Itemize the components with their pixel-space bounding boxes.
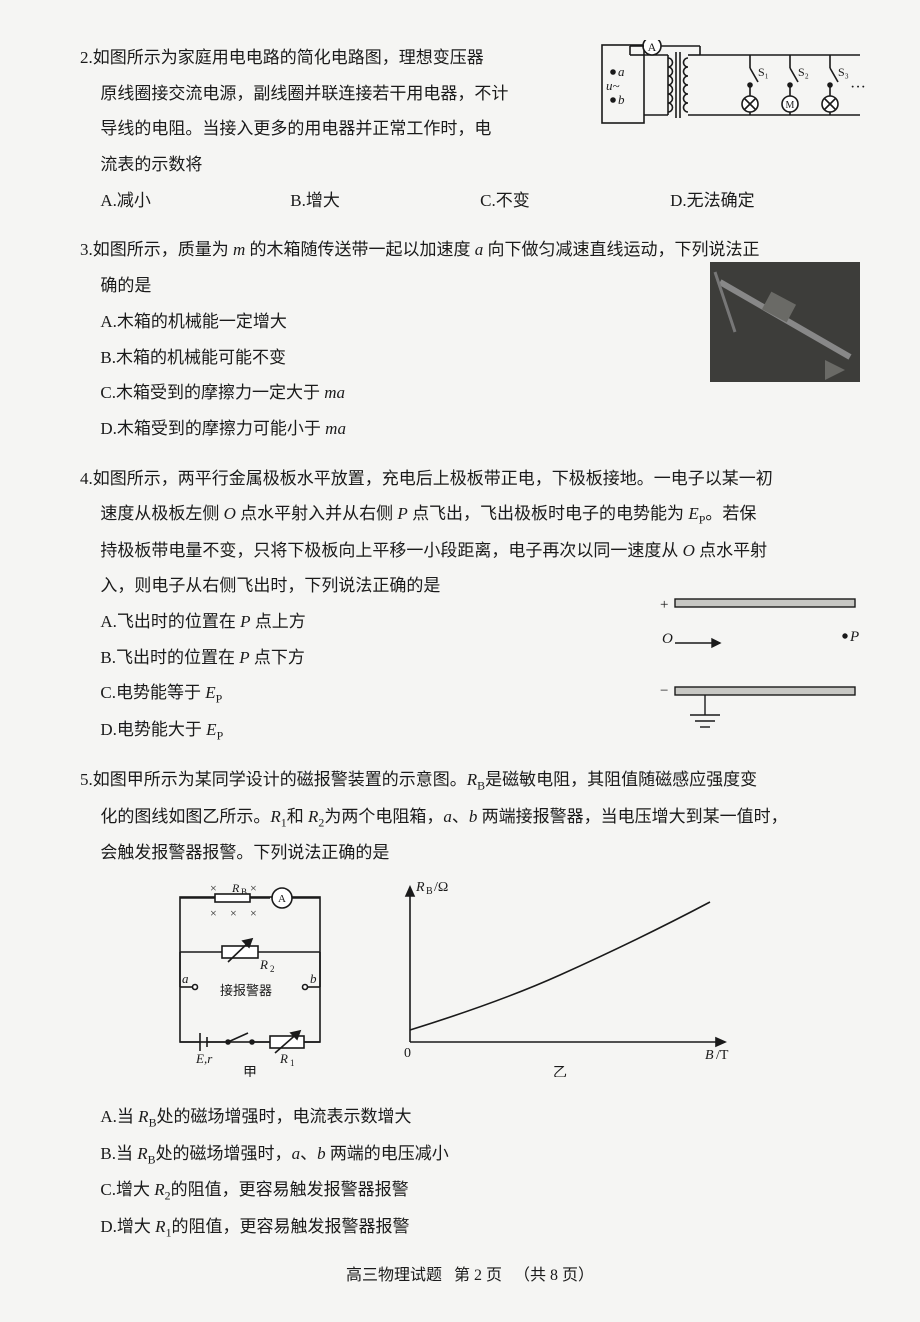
svg-text:R: R [231,881,240,895]
svg-text:R: R [415,880,425,895]
svg-text:×: × [210,881,217,895]
q5-opt-d: D.增大 R1的阻值，更容易触发报警器报警 [100,1209,860,1245]
q5-opt-a: A.当 RB处的磁场增强时，电流表示数增大 [100,1099,860,1135]
svg-text:A: A [648,40,657,54]
q2-num: 2. [80,48,93,67]
svg-text:a: a [618,64,625,79]
svg-text:b: b [310,971,317,986]
q2-circuit-figure: a u~ b A [600,40,870,135]
svg-text:M: M [786,100,795,111]
svg-text:R: R [259,957,268,972]
q4-num: 4. [80,469,93,488]
page-footer: 高三物理试题 第 2 页 （共 8 页） [80,1259,860,1293]
q3-opt-d: D.木箱受到的摩擦力可能小于 ma [100,411,860,447]
svg-text:甲: 甲 [243,1066,257,1077]
svg-text:1: 1 [290,1058,295,1068]
q4-stem: 4.如图所示，两平行金属极板水平放置，充电后上极板带正电，下极板接地。一电子以某… [80,461,860,604]
q2-opt-c: C.不变 [480,183,670,219]
svg-text:B: B [426,886,433,897]
svg-text:S₃: S₃ [838,65,849,79]
svg-text:×: × [230,906,237,920]
svg-text:S₂: S₂ [798,65,809,79]
question-2: a u~ b A [80,40,860,218]
q5-figure-yi: RB/Ω B/T 0 乙 [380,877,740,1090]
q5-figure-jia: × RB × A × × × [160,877,340,1090]
svg-text:2: 2 [270,964,275,974]
svg-text:乙: 乙 [553,1065,567,1077]
q5-opt-b: B.当 RB处的磁场增强时，a、b 两端的电压减小 [100,1136,860,1172]
svg-text:B: B [705,1048,714,1063]
svg-text:×: × [250,881,257,895]
svg-text:O: O [662,631,673,647]
svg-text:接报警器: 接报警器 [220,983,272,998]
q2-options: A.减小 B.增大 C.不变 D.无法确定 [80,183,860,219]
svg-text:/Ω: /Ω [434,880,448,895]
svg-text:×: × [250,906,257,920]
q5-num: 5. [80,770,93,789]
svg-text:R: R [279,1051,288,1066]
svg-text:a: a [182,971,189,986]
svg-text:−: − [660,683,668,699]
svg-text:×: × [210,906,217,920]
svg-text:b: b [618,92,625,107]
q2-opt-a: A.减小 [100,183,290,219]
q5-options: A.当 RB处的磁场增强时，电流表示数增大 B.当 RB处的磁场增强时，a、b … [80,1099,860,1245]
q5-opt-c: C.增大 R2的阻值，更容易触发报警器报警 [100,1172,860,1208]
q5-stem: 5.如图甲所示为某同学设计的磁报警装置的示意图。RB是磁敏电阻，其阻值随磁感应强… [80,762,860,870]
svg-text:E,r: E,r [195,1051,213,1066]
question-3: 3.如图所示，质量为 m 的木箱随传送带一起以加速度 a 向下做匀减速直线运动，… [80,232,860,446]
q5-figures: × RB × A × × × [80,877,860,1090]
svg-text:S₁: S₁ [758,65,769,79]
question-5: 5.如图甲所示为某同学设计的磁报警装置的示意图。RB是磁敏电阻，其阻值随磁感应强… [80,762,860,1245]
q2-opt-b: B.增大 [290,183,480,219]
svg-text:0: 0 [404,1046,411,1061]
svg-text:u~: u~ [606,78,620,93]
svg-text:/T: /T [716,1048,729,1063]
footer-page: 第 2 页 [454,1267,502,1284]
q3-num: 3. [80,240,93,259]
question-4: + O P − 4.如图所示，两平行金属极板水平放置，充电后上极板带正电， [80,461,860,749]
svg-text:···: ··· [850,79,866,96]
q2-opt-d: D.无法确定 [670,183,860,219]
svg-text:A: A [278,893,286,905]
svg-text:+: + [660,597,668,613]
q3-figure [710,262,860,382]
svg-text:P: P [849,629,859,645]
footer-total: （共 8 页） [514,1267,594,1284]
q4-figure: + O P − [650,591,860,761]
footer-title: 高三物理试题 [346,1267,442,1284]
